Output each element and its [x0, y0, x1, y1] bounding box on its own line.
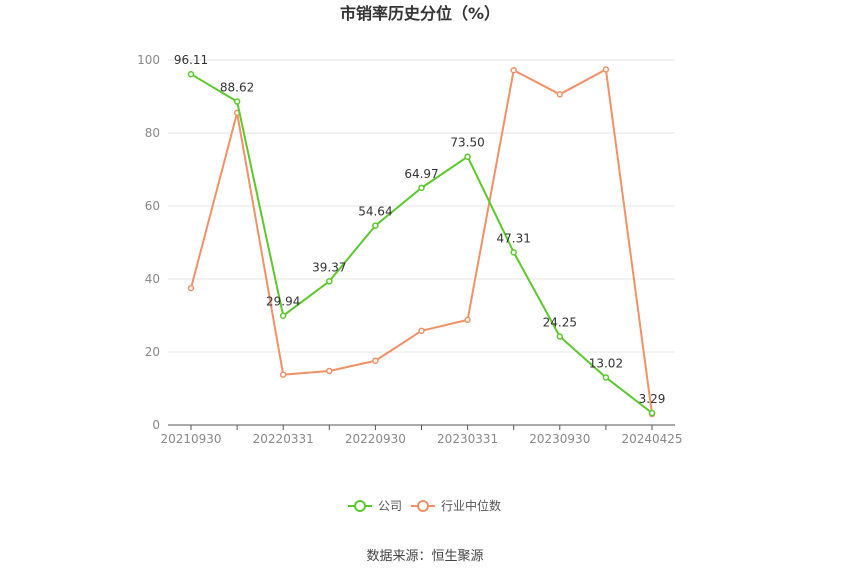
grid — [168, 59, 675, 353]
series-line — [190, 67, 653, 415]
series-group: 96.11 88.62 29.94 39.37 54.64 64.97 73.50 47.31… — [174, 53, 666, 418]
y-tick-label: 20 — [145, 345, 160, 359]
x-axis: 20210930 20220331 20220930 20230331 20230930… — [160, 424, 683, 446]
x-tick-label: 20210930 — [160, 432, 221, 446]
y-tick-label: 100 — [137, 53, 160, 67]
data-point — [279, 312, 287, 319]
chart-title: 市销率历史分位（%） — [340, 4, 500, 23]
y-tick-label: 40 — [145, 272, 160, 286]
data-point — [648, 409, 656, 417]
data-label: 39.37 — [312, 260, 346, 274]
data-point — [510, 66, 517, 74]
legend-marker — [354, 500, 366, 512]
y-tick-label: 0 — [152, 418, 160, 432]
data-point — [464, 316, 471, 324]
x-tick-label: 20220930 — [345, 432, 406, 446]
data-label: 3.29 — [639, 392, 666, 406]
data-point — [326, 278, 333, 285]
data-source: 数据来源：恒生聚源 — [366, 549, 483, 564]
data-label: 88.62 — [220, 81, 254, 95]
y-tick-label: 80 — [145, 126, 160, 140]
data-point — [556, 333, 564, 340]
y-tick-label: 60 — [145, 199, 160, 213]
data-point — [233, 98, 241, 105]
data-point — [602, 66, 610, 73]
x-tick-label: 20230331 — [437, 432, 498, 446]
legend-label: 行业中位数 — [441, 498, 501, 513]
data-point — [279, 371, 287, 378]
legend-marker — [417, 500, 429, 512]
data-point — [418, 184, 425, 192]
data-point — [464, 153, 471, 160]
legend[interactable]: 公司 行业中位数 — [348, 498, 501, 513]
data-point — [187, 70, 195, 78]
data-point — [372, 222, 379, 229]
data-point — [326, 367, 333, 375]
y-axis: 0 20 40 60 80 100 — [137, 53, 160, 432]
x-tick-label: 20230930 — [529, 432, 590, 446]
data-point — [418, 327, 425, 335]
data-label: 29.94 — [266, 295, 300, 309]
x-tick-label: 20240425 — [621, 432, 682, 446]
data-label: 96.11 — [174, 53, 208, 67]
data-point — [187, 284, 195, 292]
data-point — [556, 91, 564, 98]
legend-label: 公司 — [378, 499, 402, 513]
data-label: 47.31 — [497, 231, 531, 245]
data-label: 13.02 — [589, 356, 623, 370]
data-label: 24.25 — [543, 315, 577, 329]
data-label: 64.97 — [404, 167, 438, 181]
data-point — [510, 249, 517, 256]
data-point — [372, 357, 379, 365]
data-label: 54.64 — [358, 205, 392, 219]
x-tick-label: 20220331 — [253, 432, 314, 446]
data-point — [602, 374, 610, 381]
data-label: 73.50 — [450, 136, 484, 150]
